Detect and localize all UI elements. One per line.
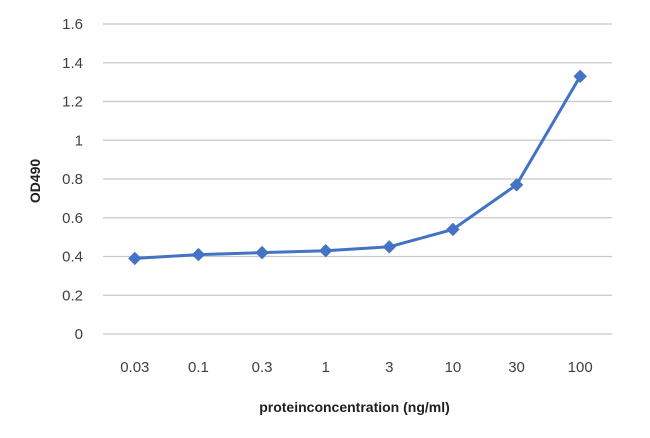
y-tick-label: 1.4 <box>62 55 83 72</box>
x-tick-label: 30 <box>508 359 525 376</box>
y-tick-label: 0 <box>75 326 83 343</box>
y-tick-label: 1 <box>75 132 83 149</box>
data-point-marker <box>509 178 524 192</box>
y-tick-label: 1.6 <box>62 16 83 33</box>
x-tick-label: 0.03 <box>120 359 149 376</box>
data-point-marker <box>446 222 460 237</box>
x-tick-labels: 0.03 0.1 0.3 1 3 10 30 100 <box>120 359 592 376</box>
data-point-marker <box>573 69 587 84</box>
data-point-marker <box>128 251 142 266</box>
series-line <box>133 74 582 260</box>
y-tick-label: 0.8 <box>62 171 83 188</box>
y-axis-title: OD490 <box>27 159 43 204</box>
series-layer <box>128 69 587 266</box>
x-tick-label: 3 <box>385 359 393 376</box>
gridlines <box>103 23 612 335</box>
x-tick-label: 0.3 <box>252 359 273 376</box>
x-tick-label: 10 <box>445 359 462 376</box>
x-axis-title: proteinconcentration (ng/ml) <box>259 399 450 415</box>
y-tick-label: 0.6 <box>62 210 83 227</box>
data-point-marker <box>255 245 269 260</box>
x-tick-label: 0.1 <box>188 359 209 376</box>
data-point-marker <box>382 240 397 254</box>
y-tick-labels: 0 0.2 0.4 0.6 0.8 1 1.2 1.4 1.6 <box>62 16 83 343</box>
y-tick-label: 0.4 <box>62 249 83 266</box>
x-tick-label: 100 <box>568 359 593 376</box>
x-tick-label: 1 <box>322 359 330 376</box>
data-point-marker <box>318 243 333 258</box>
y-tick-label: 1.2 <box>62 94 83 111</box>
y-tick-label: 0.2 <box>62 287 83 304</box>
data-point-marker <box>191 247 206 262</box>
